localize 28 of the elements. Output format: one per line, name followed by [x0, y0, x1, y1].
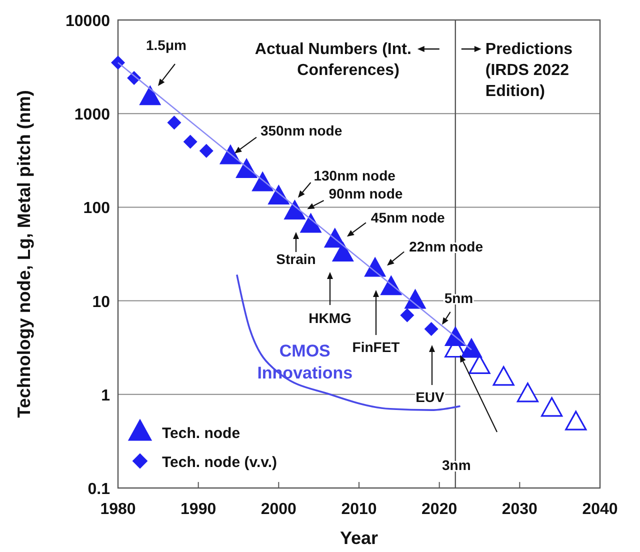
x-tick-label: 1990 — [180, 501, 216, 518]
annotation: HKMG — [308, 310, 352, 326]
x-tick-label: 2020 — [422, 501, 458, 518]
annotation: 1.5μm — [146, 37, 186, 53]
annotation: 350nm node — [260, 122, 342, 138]
annotation: 90nm node — [328, 185, 403, 202]
annotation: Strain — [276, 251, 316, 267]
y-tick-label: 1000 — [74, 106, 110, 124]
x-tick-label: 1980 — [100, 501, 136, 518]
annotation: Predictions (IRDS 2022 Edition) — [485, 41, 573, 100]
annotation: FinFET — [352, 339, 400, 355]
x-tick-label: 2010 — [341, 501, 377, 518]
annotation: 45nm node — [370, 210, 446, 226]
x-tick-label: 2030 — [502, 501, 538, 518]
y-axis-title: Technology node, Lg, Metal pitch (nm) — [14, 90, 34, 418]
legend-label: Tech. node (v.v.) — [162, 454, 278, 471]
y-tick-label: 1 — [101, 387, 110, 404]
y-tick-label: 0.1 — [88, 481, 110, 498]
y-tick-label: 100 — [83, 200, 110, 218]
y-tick-label: 10000 — [66, 13, 110, 30]
x-tick-label: 2000 — [260, 501, 297, 518]
annotation: 130nm node — [314, 168, 396, 184]
legend-label: Tech. node — [162, 425, 240, 442]
annotation: EUV — [416, 389, 446, 405]
annotation: Actual Numbers (Int. Conferences) — [254, 41, 412, 79]
x-axis-title: Year — [340, 528, 378, 548]
y-tick-label: 10 — [92, 294, 110, 311]
x-tick-label: 2040 — [582, 501, 618, 518]
